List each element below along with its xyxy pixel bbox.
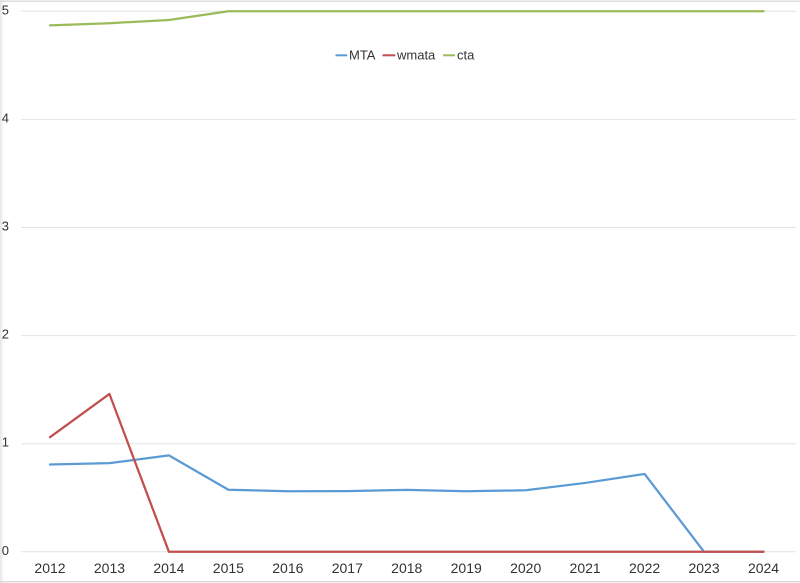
svg-text:2020: 2020 (510, 560, 541, 576)
svg-text:MTA: MTA (349, 48, 376, 63)
svg-text:2024: 2024 (748, 560, 779, 576)
svg-text:wmata: wmata (396, 48, 436, 63)
svg-text:2017: 2017 (332, 560, 363, 576)
svg-text:2022: 2022 (629, 560, 660, 576)
svg-text:2019: 2019 (451, 560, 482, 576)
svg-text:2015: 2015 (213, 560, 244, 576)
svg-text:2: 2 (2, 327, 9, 342)
svg-text:2016: 2016 (272, 560, 303, 576)
svg-text:3: 3 (2, 219, 9, 234)
svg-text:2023: 2023 (688, 560, 719, 576)
svg-text:5: 5 (2, 2, 9, 17)
svg-text:2021: 2021 (570, 560, 601, 576)
svg-text:1: 1 (2, 435, 9, 450)
svg-text:4: 4 (2, 110, 9, 125)
svg-text:cta: cta (457, 48, 475, 63)
svg-text:2014: 2014 (153, 560, 184, 576)
svg-text:0: 0 (2, 543, 9, 558)
svg-text:2018: 2018 (391, 560, 422, 576)
svg-text:2012: 2012 (34, 560, 65, 576)
svg-text:2013: 2013 (94, 560, 125, 576)
